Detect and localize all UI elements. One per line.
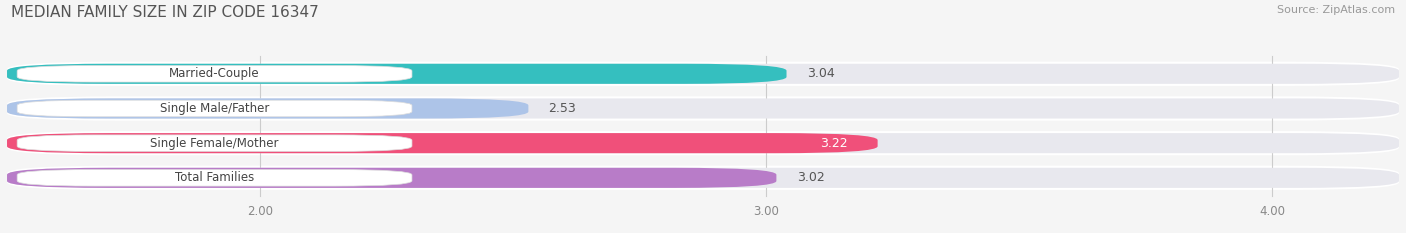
- FancyBboxPatch shape: [7, 168, 1399, 188]
- FancyBboxPatch shape: [7, 98, 529, 119]
- FancyBboxPatch shape: [7, 64, 1399, 84]
- Text: MEDIAN FAMILY SIZE IN ZIP CODE 16347: MEDIAN FAMILY SIZE IN ZIP CODE 16347: [11, 5, 319, 20]
- Text: 2.53: 2.53: [548, 102, 576, 115]
- FancyBboxPatch shape: [17, 100, 412, 117]
- Text: Married-Couple: Married-Couple: [169, 67, 260, 80]
- FancyBboxPatch shape: [7, 133, 877, 153]
- FancyBboxPatch shape: [7, 96, 1399, 121]
- FancyBboxPatch shape: [7, 131, 1399, 155]
- FancyBboxPatch shape: [7, 133, 1399, 153]
- FancyBboxPatch shape: [7, 168, 776, 188]
- Text: 3.04: 3.04: [807, 67, 835, 80]
- Text: Source: ZipAtlas.com: Source: ZipAtlas.com: [1277, 5, 1395, 15]
- FancyBboxPatch shape: [7, 166, 1399, 190]
- Text: 3.02: 3.02: [797, 171, 824, 184]
- FancyBboxPatch shape: [7, 98, 1399, 119]
- Text: Single Male/Father: Single Male/Father: [160, 102, 269, 115]
- Text: Single Female/Mother: Single Female/Mother: [150, 137, 278, 150]
- FancyBboxPatch shape: [17, 170, 412, 186]
- Text: 3.22: 3.22: [820, 137, 848, 150]
- FancyBboxPatch shape: [17, 135, 412, 151]
- FancyBboxPatch shape: [17, 65, 412, 82]
- FancyBboxPatch shape: [7, 64, 786, 84]
- FancyBboxPatch shape: [7, 62, 1399, 86]
- Text: Total Families: Total Families: [174, 171, 254, 184]
